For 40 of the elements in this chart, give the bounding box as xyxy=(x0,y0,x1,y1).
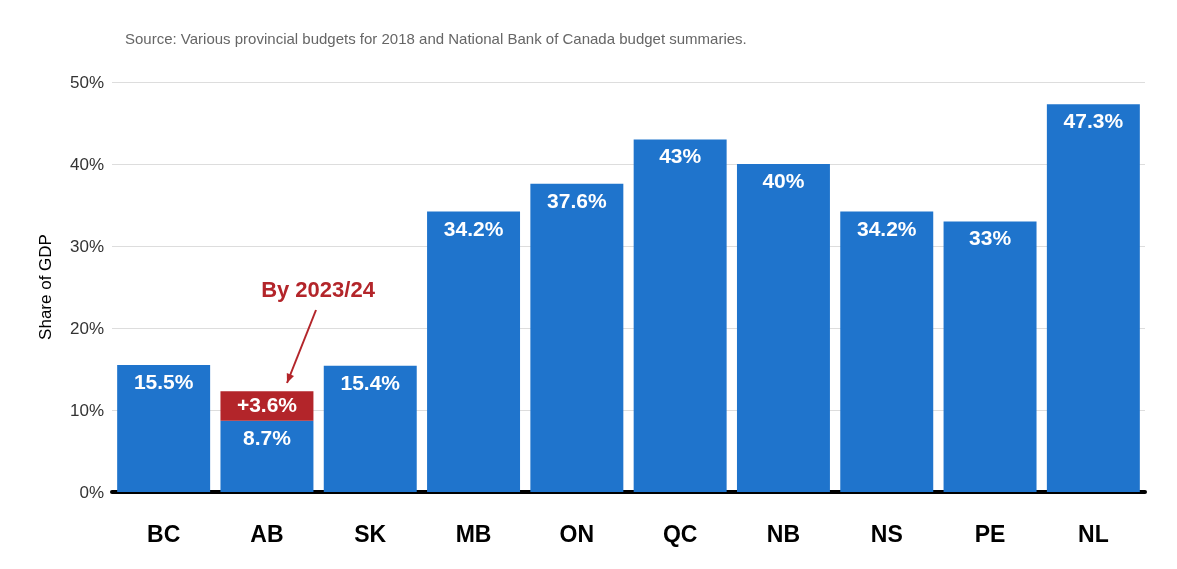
y-tick-label: 50% xyxy=(69,72,104,92)
y-tick-label: 20% xyxy=(69,318,104,338)
x-tick-label: SK xyxy=(354,520,387,547)
data-label: 8.7% xyxy=(243,425,292,449)
bar xyxy=(1046,104,1140,492)
x-tick-label: PE xyxy=(974,520,1006,547)
x-tick-label: NB xyxy=(766,520,801,547)
bar xyxy=(117,364,211,492)
bar xyxy=(840,211,934,492)
data-label: 43% xyxy=(659,144,702,168)
data-label: +3.6% xyxy=(236,393,298,417)
y-axis-title: Share of GDP xyxy=(36,234,55,340)
y-tick-label: 10% xyxy=(69,400,104,420)
x-tick-label: QC xyxy=(662,520,698,547)
x-tick-label: BC xyxy=(147,520,181,547)
data-label: 34.2% xyxy=(443,216,504,240)
bar xyxy=(323,365,417,492)
x-tick-label: NL xyxy=(1078,520,1109,547)
data-label: 15.5% xyxy=(133,369,194,393)
x-tick-label: NS xyxy=(870,520,903,547)
x-tick-label: MB xyxy=(455,520,492,547)
data-label: 47.3% xyxy=(1063,109,1124,133)
source-note: Source: Various provincial budgets for 2018 and National Bank of Canada budget summaries. xyxy=(125,30,747,47)
data-label: 40% xyxy=(762,169,805,192)
data-label: 15.4% xyxy=(340,370,401,394)
x-tick-label: AB xyxy=(250,520,284,547)
x-tick-label: ON xyxy=(559,520,595,547)
data-label: 34.2% xyxy=(856,216,917,240)
y-tick-label: 30% xyxy=(69,236,104,256)
y-tick-label: 0% xyxy=(79,482,104,502)
data-label: 37.6% xyxy=(547,188,607,212)
data-label: 33% xyxy=(969,226,1012,250)
bar xyxy=(736,164,830,492)
y-tick-label: 40% xyxy=(69,154,104,174)
annotation: By 2023/24 xyxy=(261,276,376,302)
bar xyxy=(633,139,727,492)
bar xyxy=(530,183,624,492)
bar xyxy=(943,221,1037,492)
bar xyxy=(220,420,314,492)
bar xyxy=(427,211,521,492)
